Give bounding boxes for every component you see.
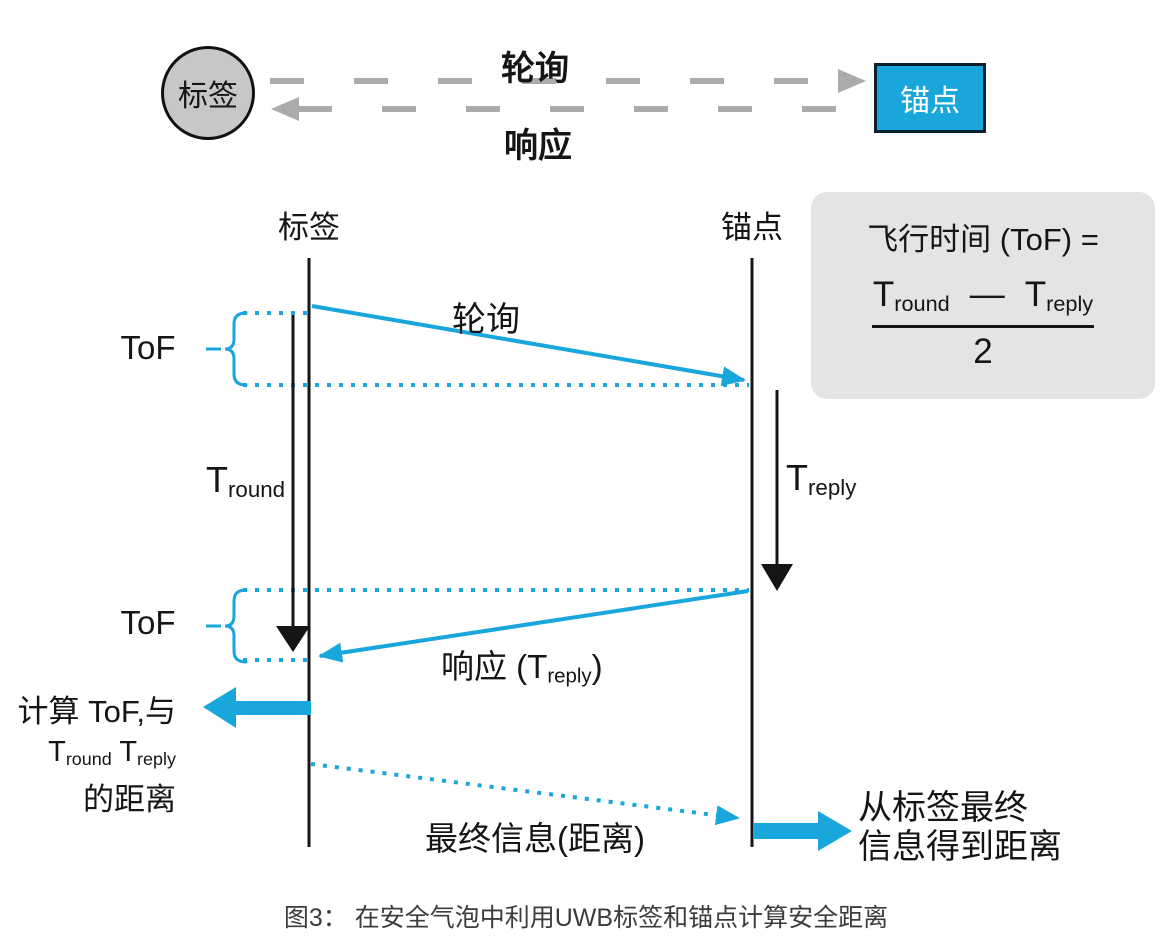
tag-lifeline-header: 标签 (278, 210, 340, 245)
poll-label-top: 轮询 (501, 50, 569, 88)
response-label-top: 响应 (504, 127, 572, 165)
tag-node: 标签 (161, 46, 255, 140)
response-label-suffix: ) (591, 648, 603, 685)
anchor-lifeline-header: 锚点 (721, 210, 783, 245)
result-line2: 信息得到距离 (858, 828, 1062, 866)
formula-t-round-sub: round (894, 290, 950, 316)
t-round-arrowhead-icon (276, 626, 310, 652)
calc-t-reply: T (119, 736, 138, 768)
calc-line1: 计算 ToF,与 (17, 694, 176, 729)
result-annotation: 从标签最终 信息得到距离 (858, 789, 1062, 867)
response-label-prefix: 响应 (T (441, 648, 548, 685)
formula-numerator: Tround — Treply (811, 275, 1155, 317)
t-reply-sub: reply (808, 474, 857, 500)
final-message-label: 最终信息(距离) (425, 820, 645, 857)
tof-label-bottom: ToF (120, 604, 176, 641)
formula-t-reply-sub: reply (1046, 290, 1094, 316)
formula-minus: — (969, 275, 1005, 314)
t-round-sub: round (228, 476, 286, 502)
figure-caption: 图3： 在安全气泡中利用UWB标签和锚点计算安全距离 (283, 904, 889, 932)
tof-bottom-brace (224, 588, 248, 664)
t-reply-arrowhead-icon (761, 564, 793, 591)
tag-node-label: 标签 (178, 80, 238, 113)
distance-thick-arrow (754, 811, 852, 851)
tof-formula-box: 飞行时间 (ToF) = Tround — Treply 2 (811, 192, 1155, 399)
calc-t-round-sub: round (65, 748, 112, 769)
calc-line2: Tround Treply (4, 736, 176, 770)
t-round-label: Tround (206, 459, 285, 503)
calc-t-round: T (48, 736, 66, 768)
formula-denominator: 2 (973, 331, 993, 371)
fraction-bar (872, 324, 1094, 328)
response-arrow-label: 响应 (Treply) (441, 640, 603, 689)
calc-line3: 的距离 (83, 781, 176, 817)
tof-top-brace (224, 311, 248, 387)
final-message-dotted-arrow (310, 762, 740, 826)
right-arrowhead-icon (838, 69, 866, 93)
response-label-sub: reply (547, 664, 592, 688)
calc-t-reply-sub: reply (137, 748, 176, 769)
poll-arrow-label: 轮询 (452, 301, 520, 339)
formula-title: 飞行时间 (ToF) = (867, 222, 1099, 257)
formula-t-reply: T (1024, 275, 1047, 314)
t-reply-main: T (786, 457, 808, 498)
t-round-main: T (206, 459, 228, 500)
t-reply-label: Treply (786, 457, 856, 501)
anchor-node-label: 锚点 (900, 85, 960, 118)
calc-annotation: 计算 ToF,与 Tround Treply 的距离 (4, 686, 176, 819)
anchor-node: 锚点 (874, 63, 986, 133)
formula-t-round: T (872, 275, 895, 314)
tof-label-top: ToF (120, 329, 176, 366)
result-line1: 从标签最终 (858, 789, 1028, 827)
calc-tof-thick-arrow (203, 687, 311, 728)
left-arrowhead-icon (271, 97, 299, 121)
